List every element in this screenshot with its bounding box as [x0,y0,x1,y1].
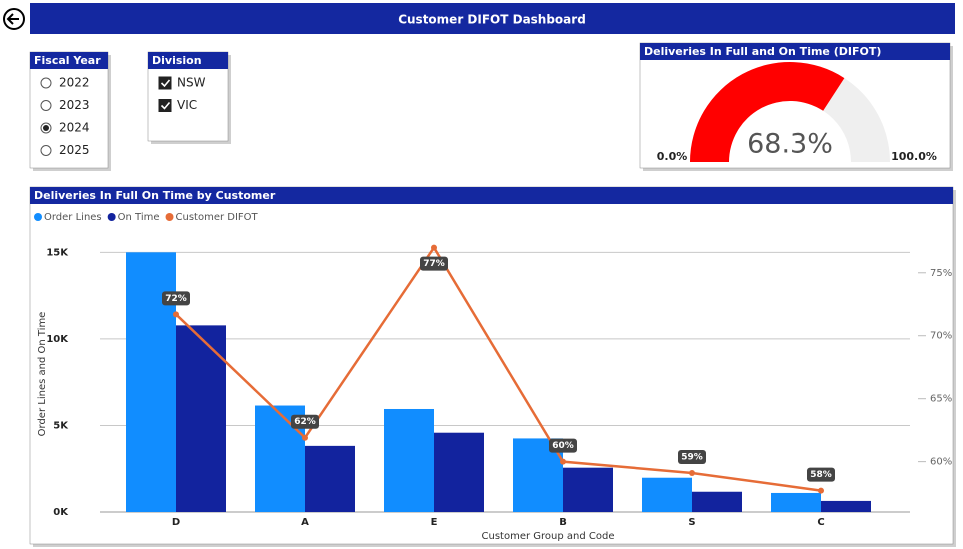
gauge-value [690,62,845,163]
bar [305,445,355,512]
bar [642,477,692,512]
y-tick-label: 15K [46,247,69,258]
x-tick-label: S [688,517,695,528]
y2-tick-label: 65% [930,394,952,405]
back-arrow [6,13,19,25]
bar [384,408,434,512]
radio-dot [43,125,49,131]
radio-button[interactable] [40,145,52,156]
slicer-option[interactable]: VIC [177,98,197,112]
bar [563,467,613,512]
data-label: 59% [681,452,703,462]
card-title-bar [148,52,228,69]
bar [434,432,484,512]
y2-tick-label: 60% [930,457,952,468]
x-tick-label: C [817,517,824,528]
x-tick-label: A [301,517,309,528]
data-label-bg [291,414,319,429]
y2-tick-label: 70% [930,331,952,342]
bar [771,492,821,512]
bar [176,325,226,512]
data-label: 60% [552,441,574,451]
line-point [560,458,566,465]
data-label: 72% [165,294,187,304]
y2-tick-label: 75% [930,268,952,279]
card-title: Deliveries In Full and On Time (DIFOT) [644,45,881,58]
card-title: Fiscal Year [34,54,101,67]
card-title-bar [640,43,950,60]
data-label: 62% [294,417,316,427]
header-bar [30,3,955,34]
data-label-bg [162,291,190,306]
check-mark [160,101,171,110]
line-point [302,434,308,441]
slicer-option[interactable]: NSW [177,76,206,90]
bar [821,500,871,512]
x-axis-title: Customer Group and Code [482,531,615,542]
slicer-option[interactable]: 2022 [59,76,90,90]
legend-label: Customer DIFOT [176,212,259,223]
x-tick-label: D [172,517,180,528]
y-axis-title: Order Lines and On Time [37,312,48,437]
x-tick-label: B [559,517,567,528]
line [175,245,822,492]
line-point [173,311,179,318]
slicer-option[interactable]: 2024 [59,121,90,135]
data-label-bg [420,256,448,271]
card-title-bar [30,187,953,204]
bar [692,491,742,512]
slicer-option[interactable]: 2023 [59,98,90,112]
data-label: 58% [810,470,832,480]
card-title-bar [30,52,108,69]
gauge-value-label: 68.3% [747,129,833,160]
x-tick-label: E [431,517,438,528]
line-point [689,469,695,476]
card-title: Division [152,54,202,67]
gauge-min-label: 0.0% [657,150,688,163]
data-label: 77% [423,259,445,269]
legend-marker [34,213,42,221]
radio-button[interactable] [40,77,52,89]
bar [126,252,176,512]
checkbox[interactable] [158,99,172,112]
data-label-bg [678,449,706,464]
gauge-max-label: 100.0% [891,150,937,163]
line-point [818,487,824,494]
y-tick-label: 10K [46,334,69,345]
legend-label: Order Lines [44,212,102,223]
slicer-option[interactable]: 2025 [59,143,90,157]
line-point [431,244,437,251]
radio-button[interactable] [40,100,52,111]
legend-marker [165,213,174,221]
card-title: Deliveries In Full On Time by Customer [34,189,276,202]
y-tick-label: 0K [53,507,69,518]
data-label-bg [549,438,577,453]
legend-marker [107,213,116,221]
legend-label: On Time [118,212,160,223]
data-label-bg [807,467,835,482]
header-title: Customer DIFOT Dashboard [398,13,586,27]
check-mark [160,79,171,88]
checkbox[interactable] [158,76,172,90]
y-tick-label: 5K [53,420,69,431]
